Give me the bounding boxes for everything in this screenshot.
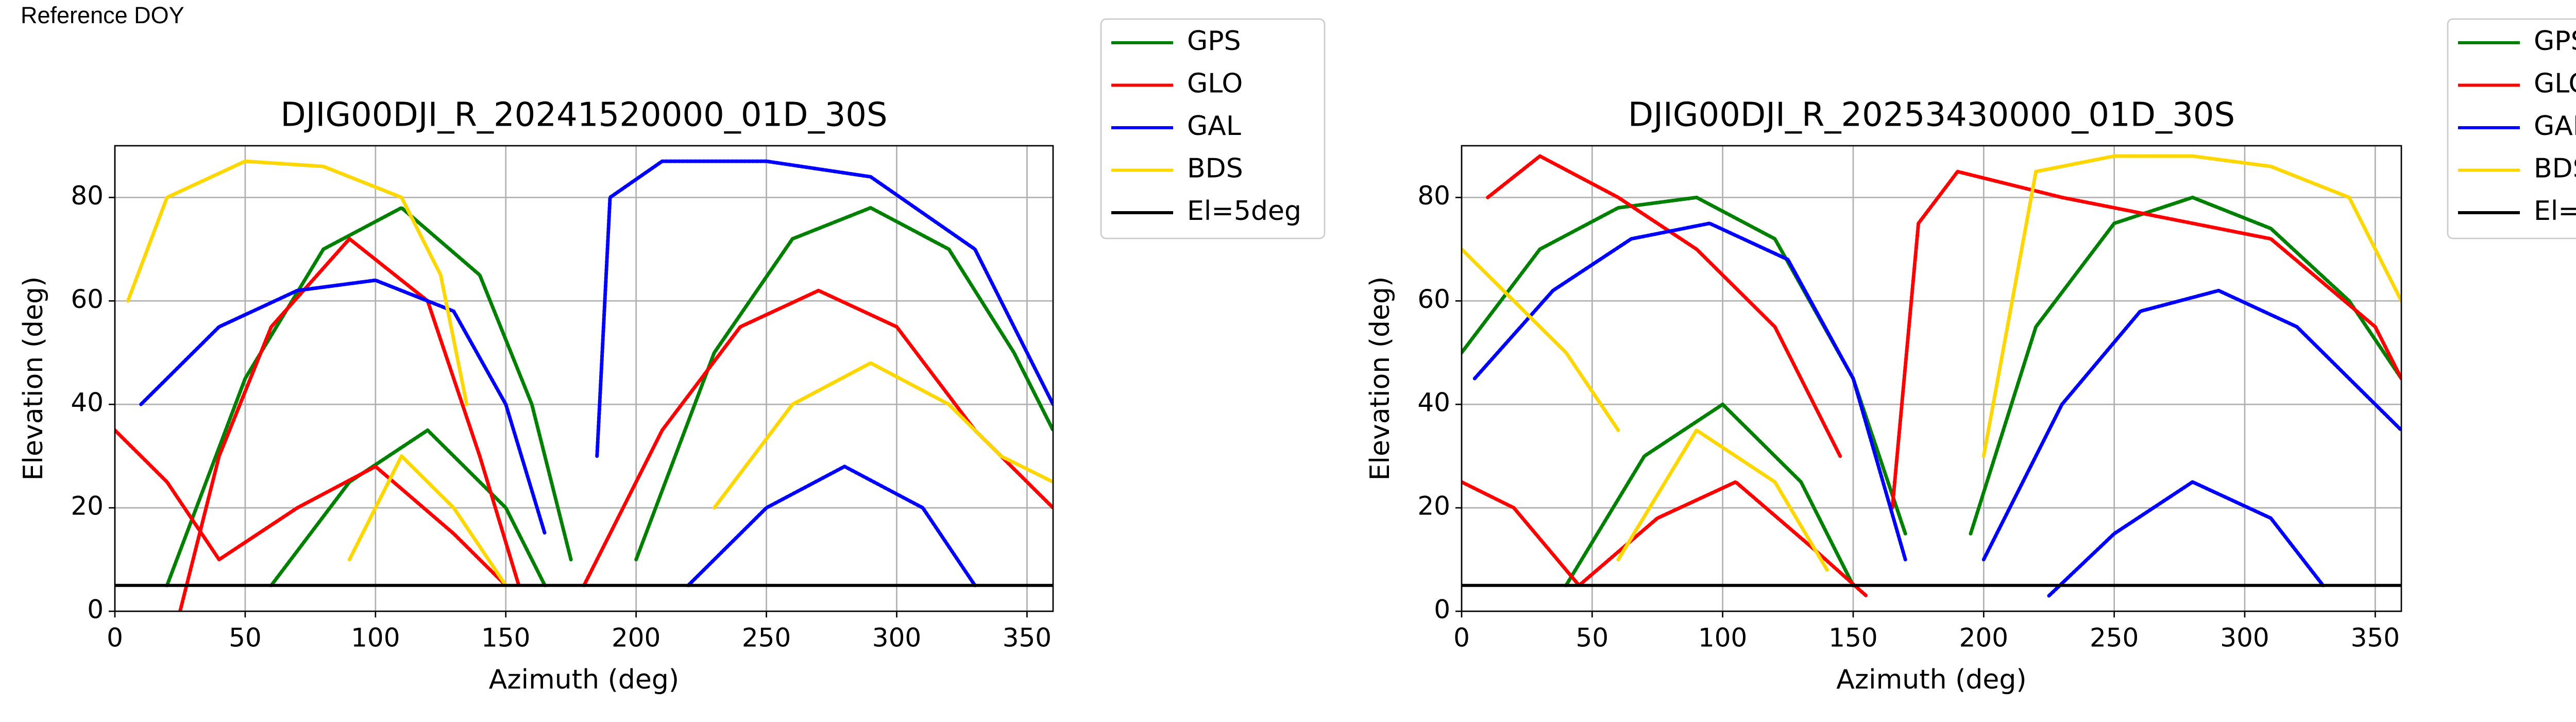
track-line <box>139 159 1053 588</box>
chart: 0 50 100 150 200 250 300 350 0 20 40 60 80 DJIG00DJI_… <box>18 18 1326 695</box>
plot-area <box>1462 154 2401 598</box>
legend-label: El=5deg <box>2534 196 2576 227</box>
legend: GPS GLO GAL BDS El=5deg <box>2447 18 2576 239</box>
track-line <box>1472 221 2401 598</box>
y-tick-label: 80 <box>71 181 104 211</box>
legend: GPS GLO GAL BDS El=5deg <box>1100 18 1326 239</box>
y-tick-label: 60 <box>71 284 104 314</box>
legend-label: El=5deg <box>1187 196 1301 227</box>
legend-label: GLO <box>1187 68 1243 99</box>
x-tick-label: 250 <box>2090 623 2139 653</box>
x-tick-label: 300 <box>872 623 921 653</box>
x-tick-label: 200 <box>1959 623 2008 653</box>
chart-title: DJIG00DJI_R_20253430000_01D_30S <box>1628 96 2235 134</box>
x-tick-label: 50 <box>229 623 262 653</box>
legend-label: BDS <box>2534 153 2576 184</box>
y-tick-label: 40 <box>71 388 104 418</box>
x-tick-label: 350 <box>1003 623 1052 653</box>
y-axis-label: Elevation (deg) <box>18 277 49 481</box>
track-line <box>126 159 1053 588</box>
x-tick-label: 0 <box>1453 623 1470 653</box>
legend-label: GPS <box>1187 26 1241 57</box>
legend-label: GPS <box>2534 26 2576 57</box>
track-line <box>165 206 1053 588</box>
legend-label: BDS <box>1187 153 1243 184</box>
x-tick-label: 300 <box>2220 623 2269 653</box>
y-tick-label: 60 <box>1417 284 1450 314</box>
axes-frame <box>114 145 1054 612</box>
legend-label: GLO <box>2534 68 2576 99</box>
chart-title: DJIG00DJI_R_20241520000_01D_30S <box>280 96 887 134</box>
x-tick-label: 350 <box>2351 623 2400 653</box>
y-tick-label: 20 <box>1417 491 1450 521</box>
y-axis-label: Elevation (deg) <box>1365 277 1396 481</box>
x-tick-label: 50 <box>1576 623 1609 653</box>
x-tick-label: 150 <box>1828 623 1877 653</box>
x-tick-label: 250 <box>742 623 791 653</box>
plot-area <box>115 159 1053 611</box>
x-tick-label: 100 <box>1698 623 1747 653</box>
legend-label: GAL <box>1187 111 1241 142</box>
x-tick-label: 150 <box>481 623 530 653</box>
legend-label: GAL <box>2534 111 2576 142</box>
y-tick-label: 0 <box>1434 595 1450 625</box>
x-axis-label: Azimuth (deg) <box>1836 664 2026 695</box>
x-tick-label: 100 <box>351 623 400 653</box>
x-tick-label: 200 <box>612 623 660 653</box>
legend-box <box>1100 18 1326 239</box>
track-line <box>1462 154 2401 572</box>
axes-frame <box>1461 145 2402 612</box>
track-line <box>1462 154 2401 598</box>
y-tick-label: 0 <box>87 595 104 625</box>
y-tick-label: 20 <box>71 491 104 521</box>
x-axis-label: Azimuth (deg) <box>489 664 679 695</box>
y-tick-label: 40 <box>1417 388 1450 418</box>
track-line <box>115 237 1053 611</box>
header-text: Reference DOY <box>21 2 184 28</box>
y-tick-label: 80 <box>1417 181 1450 211</box>
chart: 0 50 100 150 200 250 300 350 0 20 40 60 80 DJIG00DJI_… <box>1365 18 2576 695</box>
x-tick-label: 0 <box>107 623 123 653</box>
